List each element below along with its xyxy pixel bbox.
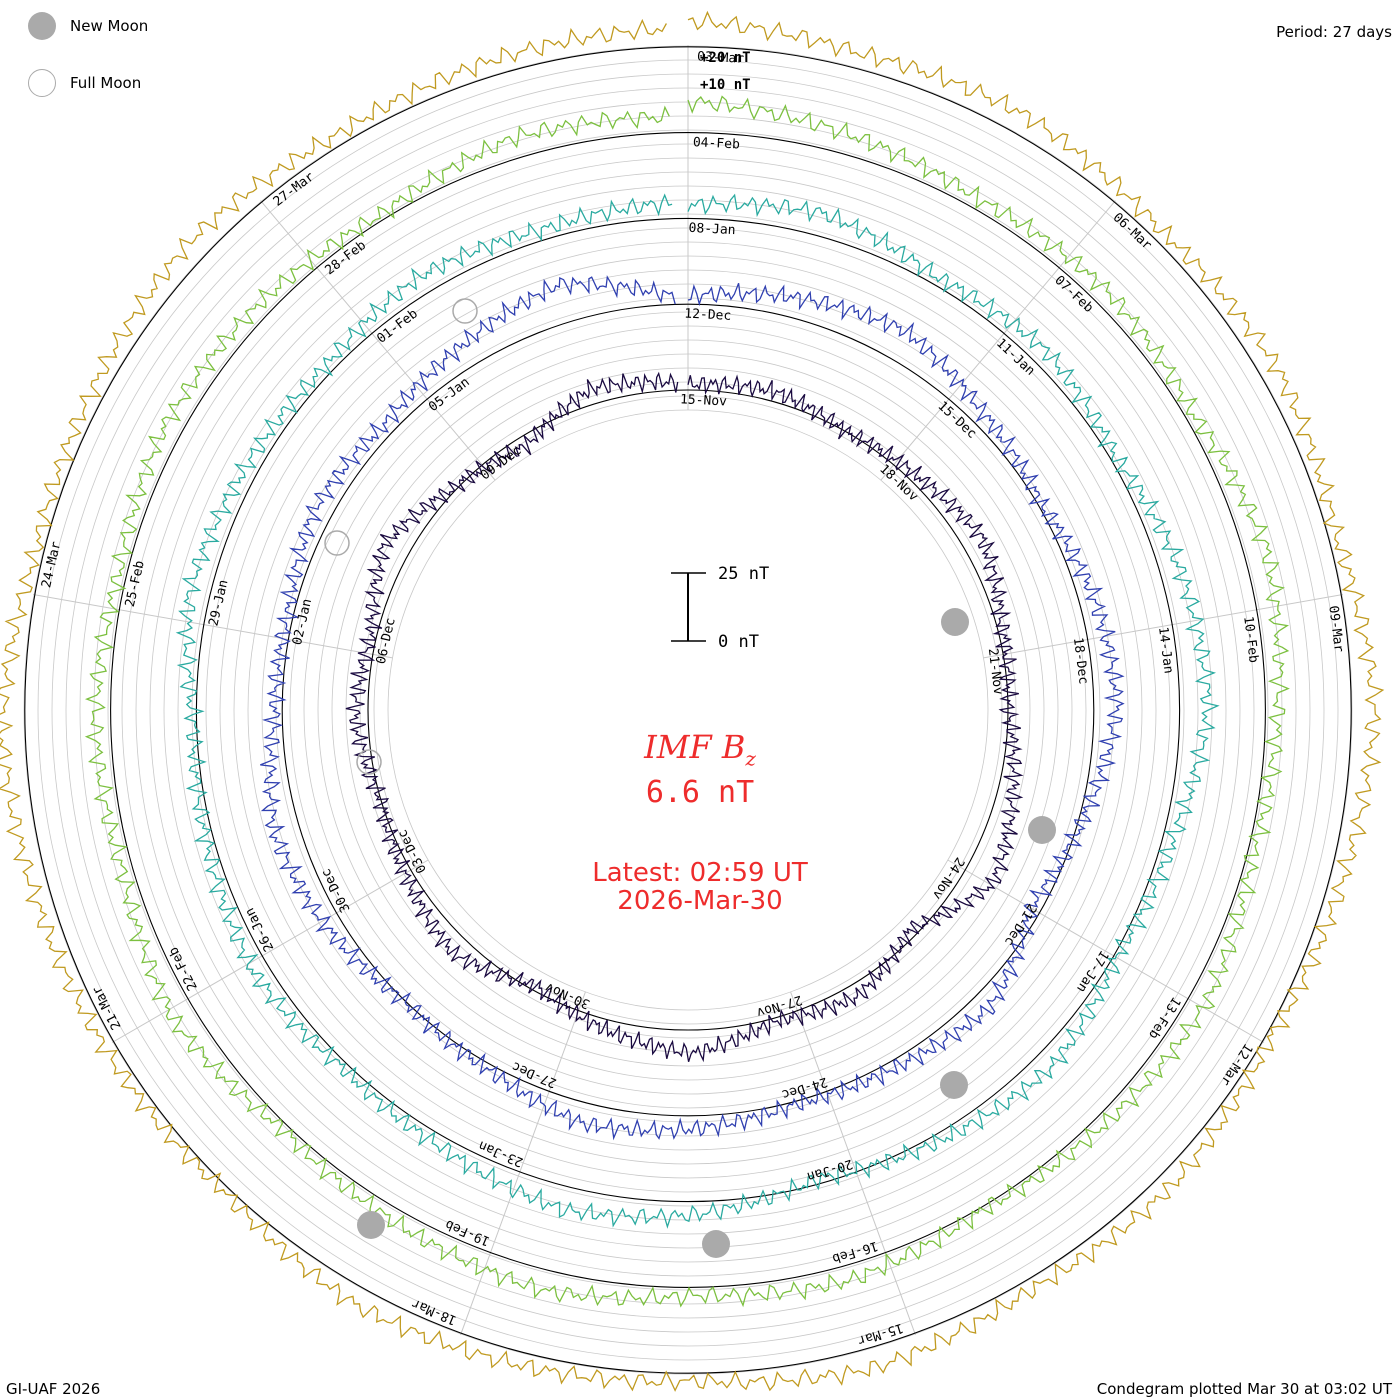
date-label: 06-Dec [374, 617, 399, 666]
spoke [460, 991, 586, 1336]
full-moon-icon [28, 69, 56, 97]
date-label: 12-Dec [684, 307, 732, 324]
date-label: 13-Feb [1145, 994, 1183, 1042]
full-moon-marker [356, 749, 382, 775]
legend-full-moon-label: Full Moon [70, 74, 142, 92]
spoke [880, 200, 1116, 481]
title-sub: z [745, 746, 756, 771]
zero-baseline [24, 46, 1352, 1374]
date-label: 14-Jan [1155, 626, 1176, 674]
date-label: 18-Dec [1070, 637, 1091, 685]
guide-ring [317, 339, 1059, 1081]
date-label: 15-Nov [680, 392, 728, 409]
title-main: IMF B [644, 728, 746, 766]
date-label: 16-Feb [830, 1238, 879, 1266]
date-label: 21-Nov [985, 647, 1006, 696]
date-label: 29-Jan [206, 578, 231, 627]
full-moon-marker [324, 530, 350, 556]
spoke [983, 594, 1343, 659]
reference-labels: +20 nT +10 nT [700, 50, 751, 93]
center-title: IMF Bz [0, 728, 1400, 770]
zero-baseline [281, 303, 1095, 1117]
guide-ring [331, 353, 1045, 1067]
series-trace-2 [175, 193, 1220, 1229]
date-label: 15-Mar [856, 1320, 905, 1348]
zero-baseline [110, 132, 1266, 1288]
period-label: Period: 27 days [1276, 23, 1392, 41]
new-moon-marker [940, 1071, 968, 1099]
date-label: 08-Jan [688, 221, 736, 238]
date-label: 09-Mar [1325, 605, 1346, 654]
series-trace-3 [84, 95, 1290, 1308]
guide-ring [359, 381, 1017, 1039]
legend-full-moon: Full Moon [28, 69, 141, 97]
spoke [111, 859, 429, 1043]
spoke [260, 200, 496, 481]
footer-left: GI-UAF 2026 [6, 1380, 101, 1398]
new-moon-marker [357, 1211, 385, 1239]
series-layer [0, 10, 1385, 1392]
spoke [947, 859, 1265, 1043]
scale-top-label: 25 nT [718, 564, 769, 584]
latest-date: 2026-Mar-30 [617, 886, 783, 916]
scale-bar: 25 nT 0 nT [671, 564, 769, 652]
moon-markers [324, 298, 1056, 1258]
center-value: 6.6 nT [645, 775, 755, 810]
legend-new-moon-label: New Moon [70, 17, 149, 35]
date-label: 04-Feb [693, 135, 741, 152]
guide-ring [387, 409, 989, 1011]
date-label: 28-Feb [323, 238, 370, 278]
guide-ring [261, 283, 1115, 1137]
series-trace-1 [260, 275, 1125, 1141]
series-trace-4 [0, 10, 1385, 1392]
ref-label-10: +10 nT [700, 77, 751, 93]
series-trace-0 [345, 371, 1024, 1063]
new-moon-marker [702, 1230, 730, 1258]
guide-ring [303, 325, 1073, 1095]
spoke [790, 991, 916, 1336]
scale-bottom-label: 0 nT [718, 632, 759, 652]
date-label: 02-Jan [290, 597, 315, 646]
radial-spokes [33, 45, 1343, 1336]
zero-baseline [367, 389, 1009, 1031]
new-moon-icon [28, 12, 56, 40]
legend-new-moon: New Moon [28, 12, 148, 40]
date-label: 03-Mar [697, 49, 745, 66]
new-moon-marker [941, 608, 969, 636]
latest-time: Latest: 02:59 UT [592, 858, 808, 888]
ref-label-20: +20 nT [700, 50, 751, 66]
footer-right: Condegram plotted Mar 30 at 03:02 UT [1096, 1380, 1392, 1398]
date-label: 25-Feb [123, 559, 148, 608]
new-moon-marker [1028, 816, 1056, 844]
date-label: 10-Feb [1240, 615, 1261, 664]
spoke [33, 594, 393, 659]
full-moon-marker [452, 298, 478, 324]
